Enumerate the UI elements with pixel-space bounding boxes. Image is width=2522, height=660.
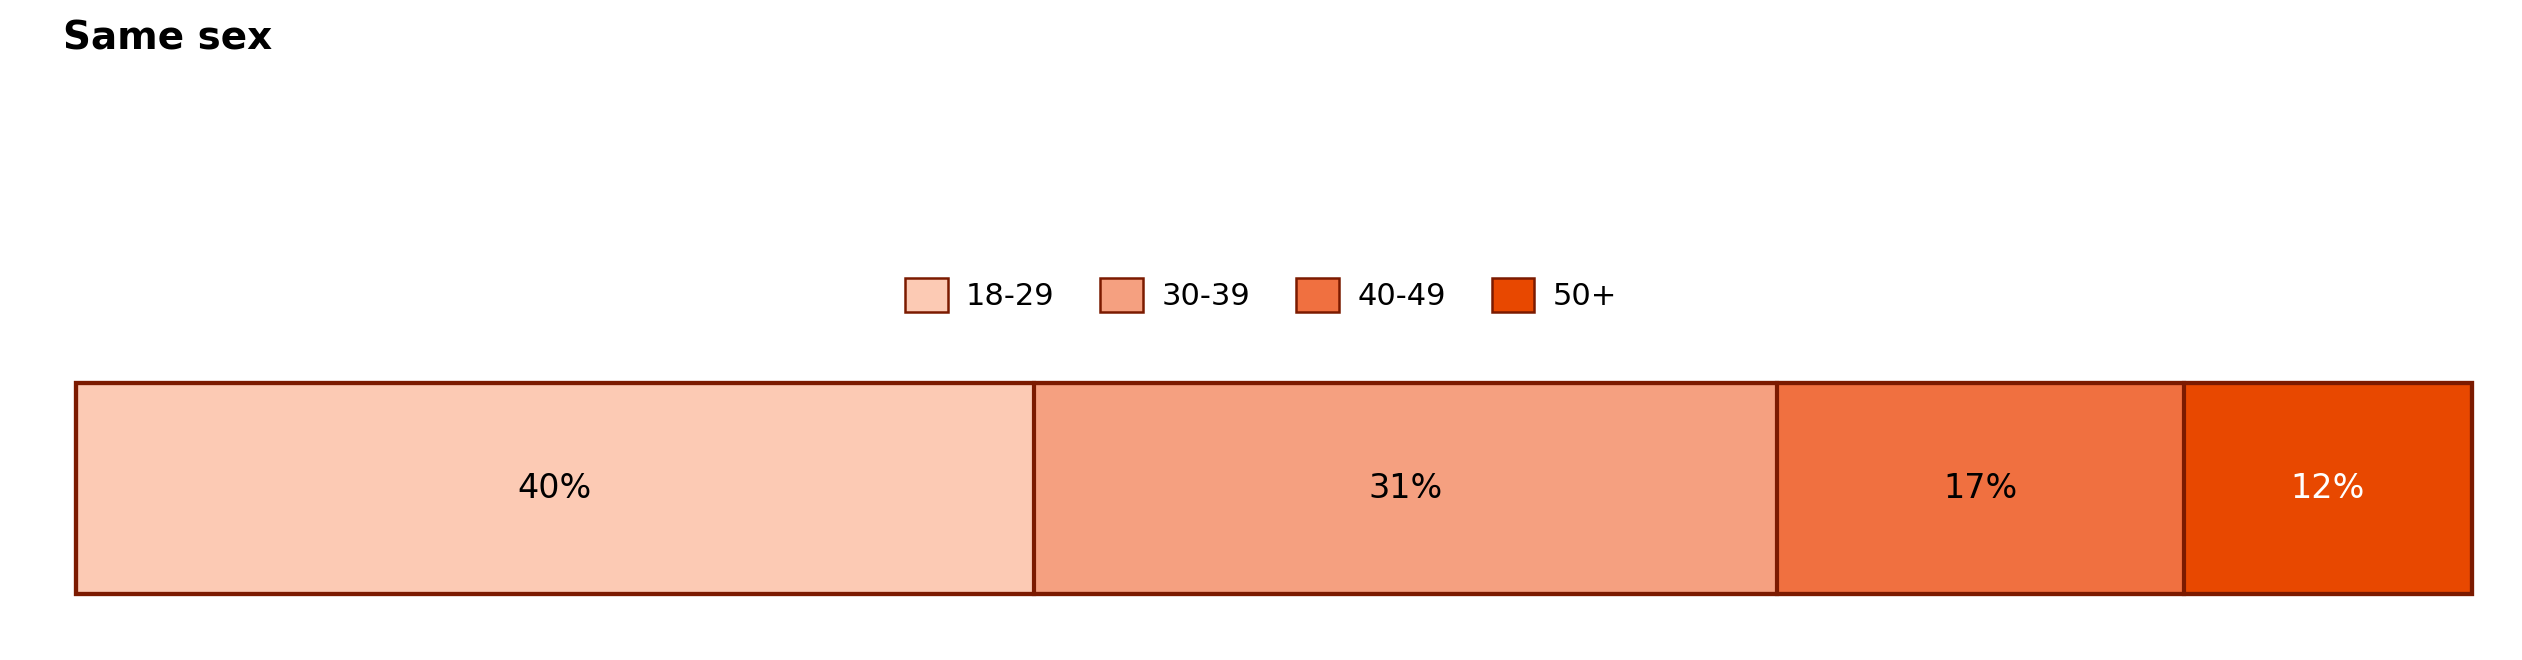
Text: 12%: 12%: [2290, 472, 2366, 505]
Bar: [1034, 383, 1775, 594]
Bar: [76, 383, 1034, 594]
Bar: [1775, 383, 2184, 594]
Text: 31%: 31%: [1369, 472, 1443, 505]
Legend: 18-29, 30-39, 40-49, 50+: 18-29, 30-39, 40-49, 50+: [893, 266, 1629, 324]
Text: 40%: 40%: [517, 472, 593, 505]
Text: 17%: 17%: [1944, 472, 2018, 505]
Text: Same sex: Same sex: [63, 20, 272, 58]
Bar: [2184, 383, 2472, 594]
